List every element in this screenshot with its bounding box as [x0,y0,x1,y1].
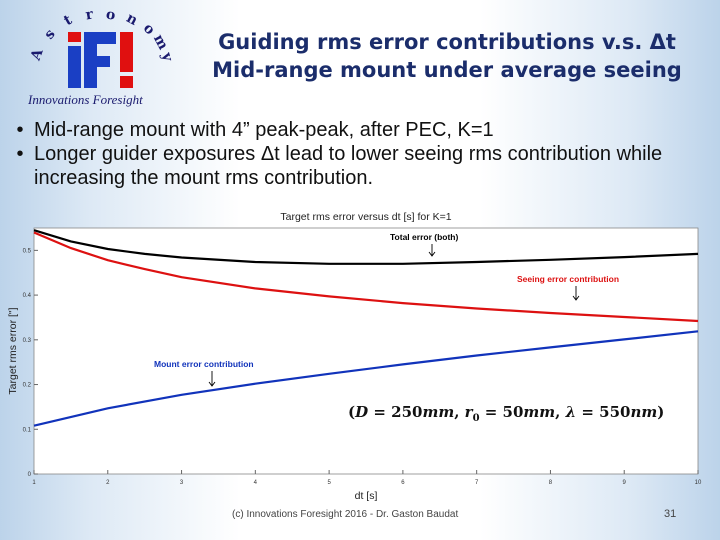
annotation-arrow-mount [208,371,216,387]
x-tick-label: 7 [475,480,479,486]
y-tick-label: 0.4 [23,293,32,299]
y-tick-label: 0.2 [23,383,32,389]
x-tick-label: 9 [623,480,627,486]
page-number: 31 [664,508,677,520]
astronomy-logo: A s t r o n o m y [28,6,176,88]
y-tick-label: 0.1 [23,427,32,433]
axis-ticks: 1 2 3 4 5 6 7 8 9 10 0 0.1 0.2 0.3 0.4 0.5 [23,248,702,486]
y-tick-label: 0.5 [23,248,32,254]
logo-letter: n [124,10,141,29]
logo-letter: s [41,26,58,42]
slide-title: Guiding rms error contributions v.s. Δt … [192,28,702,84]
bullet-item: • Longer guider exposures Δt lead to low… [6,142,706,190]
rms-error-chart: Target rms error versus dt [s] for K=1 d… [7,211,702,502]
parameters-annotation: (D = 250mm, r0 = 50mm, λ = 550nm) [348,403,664,424]
logo-letter: y [158,50,176,64]
x-tick-label: 6 [401,480,405,486]
footer-credit: (c) Innovations Foresight 2016 - Dr. Gas… [232,509,459,520]
logo-mark [68,32,133,88]
logo-letter: m [150,32,171,53]
title-line-2: Mid-range mount under average seeing [212,58,682,82]
y-tick-label: 0 [28,472,32,478]
bullet-list: • Mid-range mount with 4” peak-peak, aft… [6,118,706,190]
x-tick-label: 3 [180,480,184,486]
bullet-text: Longer guider exposures Δt lead to lower… [34,143,663,189]
bullet-dot: • [16,119,24,141]
x-tick-label: 1 [32,480,36,486]
annotation-total: Total error (both) [390,232,458,242]
x-tick-label: 8 [549,480,553,486]
series-line-seeing [33,231,699,323]
y-tick-label: 0.3 [23,338,32,344]
annotation-arrow-seeing [572,286,580,301]
series-line-mount [33,330,699,427]
title-line-1: Guiding rms error contributions v.s. Δt [218,30,676,54]
annotation-seeing: Seeing error contribution [517,274,619,284]
y-axis-label: Target rms error ["] [7,307,19,394]
x-axis-label: dt [s] [355,490,378,502]
logo-letter: t [61,12,75,29]
bullet-text: Mid-range mount with 4” peak-peak, after… [34,119,494,141]
bullet-item: • Mid-range mount with 4” peak-peak, aft… [6,118,706,142]
logo-letter: r [84,6,95,23]
bullet-dot: • [16,143,24,165]
x-tick-label: 10 [695,480,702,486]
logo-letter: o [105,6,117,23]
chart-title: Target rms error versus dt [s] for K=1 [280,211,451,223]
x-tick-label: 4 [254,480,258,486]
annotation-arrow-total [428,244,436,257]
logo-letter: o [140,20,158,38]
x-tick-label: 2 [106,480,110,486]
series-line-total [33,229,699,265]
x-tick-label: 5 [327,480,331,486]
logo-caption: Innovations Foresight [28,92,143,107]
annotation-mount: Mount error contribution [154,359,254,369]
logo-letter: A [28,46,47,64]
